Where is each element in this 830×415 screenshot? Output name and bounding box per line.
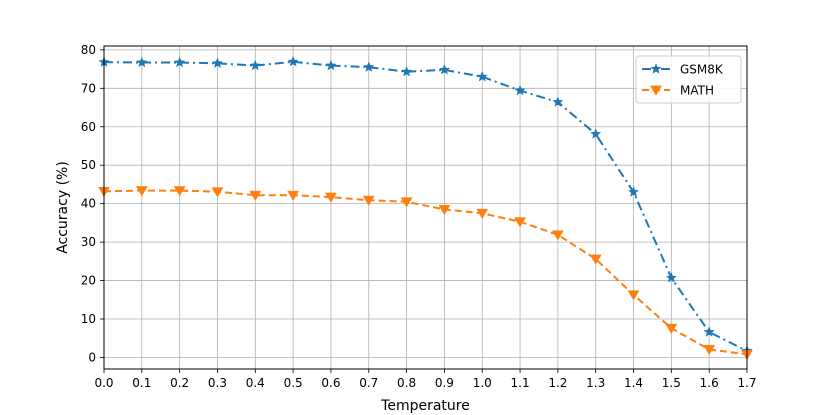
legend-marker <box>650 85 662 96</box>
data-point-math <box>287 190 300 201</box>
data-point-gsm8k <box>174 56 186 68</box>
y-tick-label: 70 <box>81 81 96 95</box>
data-point-math <box>551 230 564 241</box>
data-point-gsm8k <box>287 55 299 67</box>
data-point-math <box>211 187 224 198</box>
x-tick-label: 0.4 <box>246 376 265 390</box>
x-axis-ticks: 0.0 0.1 0.2 0.3 0.4 0.5 0.6 0.7 0.8 0.9 1.0 1.1 1.2 1… <box>94 369 757 390</box>
data-point-gsm8k <box>703 326 715 337</box>
data-point-gsm8k <box>476 70 488 82</box>
data-point-gsm8k <box>325 59 337 71</box>
data-point-gsm8k <box>249 59 261 71</box>
x-axis-label: Temperature <box>380 398 470 414</box>
legend-item-gsm8k: GSM8K <box>642 63 724 77</box>
data-point-gsm8k <box>363 61 375 72</box>
series-line-math <box>103 189 748 356</box>
legend-label: GSM8K <box>680 63 724 77</box>
series-line-gsm8k <box>103 60 748 352</box>
y-tick-label: 10 <box>81 312 96 326</box>
data-point-math <box>665 323 678 334</box>
x-tick-label: 0.6 <box>321 376 340 390</box>
data-point-math <box>325 192 337 203</box>
y-tick-label: 80 <box>81 43 96 57</box>
x-tick-label: 1.1 <box>511 376 530 390</box>
x-tick-label: 1.0 <box>473 376 492 390</box>
series-gsm8k <box>98 55 753 356</box>
series-layer <box>98 55 753 361</box>
data-point-gsm8k <box>627 186 640 197</box>
x-tick-label: 0.3 <box>208 376 227 390</box>
data-point-math <box>362 195 375 206</box>
y-tick-label: 50 <box>81 158 96 172</box>
data-point-gsm8k <box>211 57 224 69</box>
data-point-math <box>400 197 413 208</box>
data-point-gsm8k <box>438 63 451 75</box>
series-math <box>98 186 753 361</box>
x-tick-label: 0.2 <box>170 376 189 390</box>
x-tick-label: 1.3 <box>586 376 605 390</box>
data-point-gsm8k <box>136 56 148 68</box>
data-point-math <box>589 254 602 265</box>
legend: GSM8K MATH <box>635 55 742 104</box>
legend-label: MATH <box>680 84 714 98</box>
y-tick-label: 30 <box>81 235 96 249</box>
y-axis-label: Accuracy (%) <box>55 161 71 254</box>
x-tick-label: 0.5 <box>284 376 303 390</box>
data-point-math <box>476 208 489 219</box>
y-tick-label: 0 <box>88 350 96 364</box>
data-point-math <box>627 290 640 301</box>
plot-frame <box>103 45 748 370</box>
data-point-math <box>703 345 716 356</box>
data-point-gsm8k <box>590 128 602 139</box>
x-tick-label: 0.0 <box>94 376 113 390</box>
data-point-math <box>135 186 148 197</box>
legend-item-math: MATH <box>642 84 714 98</box>
x-tick-label: 1.7 <box>737 376 756 390</box>
x-tick-label: 0.7 <box>359 376 378 390</box>
x-tick-label: 1.2 <box>548 376 567 390</box>
data-point-math <box>173 186 186 197</box>
y-tick-label: 60 <box>81 120 96 134</box>
x-tick-label: 1.5 <box>662 376 681 390</box>
data-point-gsm8k <box>514 84 526 96</box>
data-point-gsm8k <box>665 271 677 283</box>
x-tick-label: 1.4 <box>624 376 643 390</box>
x-tick-label: 0.9 <box>435 376 454 390</box>
y-tick-label: 20 <box>81 274 96 288</box>
x-tick-label: 0.8 <box>397 376 416 390</box>
y-axis-ticks: 0 10 20 30 40 50 60 70 80 <box>81 43 104 364</box>
data-point-gsm8k <box>552 96 564 107</box>
x-tick-label: 1.6 <box>700 376 719 390</box>
legend-marker <box>650 63 662 74</box>
x-tick-label: 0.1 <box>132 376 151 390</box>
data-point-math <box>514 217 526 228</box>
data-point-math <box>438 205 451 216</box>
data-point-math <box>249 190 262 201</box>
data-point-gsm8k <box>400 65 413 77</box>
y-tick-label: 40 <box>81 197 96 211</box>
legend-box <box>635 55 742 104</box>
